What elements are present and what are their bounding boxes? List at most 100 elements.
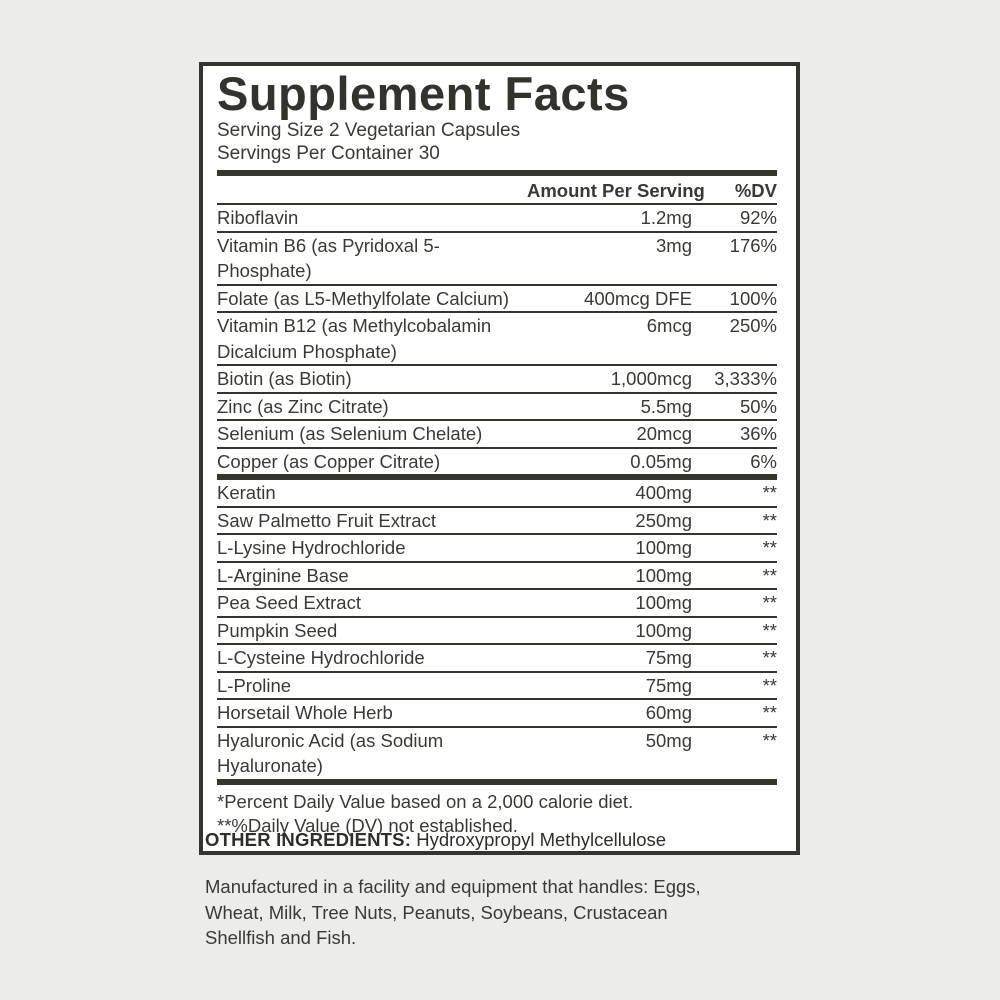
ingredient-amount: 1.2mg	[640, 207, 692, 228]
ingredient-name: Hyaluronic Acid (as Sodium Hyaluronate)	[217, 728, 527, 779]
ingredient-name-text: Saw Palmetto Fruit Extract	[217, 509, 436, 531]
ingredient-name-text: Pea Seed Extract	[217, 592, 361, 613]
table-row: Folate (as L5-Methylfolate Calcium) 400mc…	[217, 286, 777, 313]
serving-size-line: Serving Size 2 Vegetarian Capsules	[217, 120, 521, 141]
ingredient-dv: 92%	[739, 207, 777, 228]
table-row: Zinc (as Zinc Citrate) 5.5mg 50%	[217, 394, 777, 421]
other-ingredients-label: OTHER INGREDIENTS:	[205, 829, 412, 850]
ingredient-dv: **	[762, 564, 777, 586]
ingredient-name-text: Keratin	[217, 482, 276, 503]
ingredient-name: Vitamin B6 (as Pyridoxal 5-Phosphate)	[217, 233, 527, 284]
ingredient-name: Folate (as L5-Methylfolate Calcium)	[217, 286, 527, 312]
servings-per-container-line: Servings Per Container 30	[217, 142, 440, 164]
thick-divider	[217, 170, 777, 176]
ingredient-name-text: Folate (as L5-Methylfolate Calcium)	[217, 287, 509, 309]
table-row: Pumpkin Seed 100mg **	[217, 618, 777, 645]
ingredient-amount: 250mg	[635, 509, 692, 531]
ingredient-name: Saw Palmetto Fruit Extract	[217, 508, 527, 534]
ingredient-name: Vitamin B12 (as Methylcobalamin Dicalcium…	[217, 313, 527, 364]
allergen-statement: Manufactured in a facility and equipment…	[205, 874, 701, 951]
allergen-statement-line: Manufactured in a facility and equipment…	[205, 876, 701, 897]
ingredient-dv: 176%	[729, 234, 777, 256]
ingredient-dv: **	[762, 647, 777, 668]
ingredient-name: Pumpkin Seed	[217, 618, 527, 644]
ingredient-name-text: Copper (as Copper Citrate)	[217, 450, 441, 472]
table-row: L-Cysteine Hydrochloride 75mg **	[217, 645, 777, 673]
ingredient-dv: **	[762, 482, 777, 503]
ingredient-name: Selenium (as Selenium Chelate)	[217, 421, 527, 447]
ingredient-amount: 6mcg	[646, 315, 692, 336]
ingredient-dv: **	[762, 592, 777, 613]
ingredient-name-text: Zinc (as Zinc Citrate)	[217, 395, 389, 417]
header-amount-per-serving: Amount Per Serving	[527, 180, 705, 201]
supplement-facts-panel: Supplement Facts Serving Size 2 Vegetari…	[199, 62, 800, 855]
other-ingredients-value: Hydroxypropyl Methylcellulose	[416, 829, 667, 850]
table-body-blend: Keratin 400mg ** Saw Palmetto Fruit Extract…	[217, 480, 777, 779]
ingredient-name-text: L-Lysine Hydrochloride	[217, 537, 406, 558]
table-row: Hyaluronic Acid (as Sodium Hyaluronate) 5…	[217, 728, 777, 779]
ingredient-name-text: L-Cysteine Hydrochloride	[217, 647, 425, 668]
ingredient-name-text: Horsetail Whole Herb	[217, 702, 393, 723]
table-body-vitamins: Riboflavin 1.2mg 92% Vitamin B6 (as Pyridox…	[217, 205, 777, 474]
ingredient-name-text: L-Arginine Base	[217, 564, 349, 586]
ingredient-amount: 60mg	[645, 702, 692, 723]
thick-divider	[217, 474, 777, 480]
supplement-facts-title: Supplement Facts	[217, 67, 630, 120]
ingredient-name: Biotin (as Biotin)	[217, 366, 527, 392]
ingredient-dv: 6%	[750, 450, 777, 472]
footnote-daily-value: *Percent Daily Value based on a 2,000 ca…	[217, 790, 634, 812]
table-row: Keratin 400mg **	[217, 480, 777, 508]
table-row: Selenium (as Selenium Chelate) 20mcg 36%	[217, 421, 777, 449]
table-row: L-Proline 75mg **	[217, 673, 777, 700]
ingredient-name-wrap-line: Dicalcium Phosphate)	[217, 340, 397, 362]
ingredient-name-text: Biotin (as Biotin)	[217, 368, 352, 389]
ingredient-name: Zinc (as Zinc Citrate)	[217, 394, 527, 420]
table-row: L-Lysine Hydrochloride 100mg **	[217, 535, 777, 563]
ingredient-dv: **	[762, 729, 777, 751]
ingredient-amount: 5.5mg	[640, 395, 692, 417]
ingredient-amount: 3mg	[656, 234, 692, 256]
ingredient-name-text: Riboflavin	[217, 207, 299, 228]
ingredient-dv: **	[762, 619, 777, 641]
ingredient-name: L-Proline	[217, 673, 527, 699]
ingredient-name-text: Hyaluronic Acid (as Sodium Hyaluronate)	[217, 729, 444, 777]
table-row: Saw Palmetto Fruit Extract 250mg **	[217, 508, 777, 535]
table-row: Copper (as Copper Citrate) 0.05mg 6%	[217, 449, 777, 475]
ingredient-amount: 100mg	[635, 564, 692, 586]
ingredient-name: Horsetail Whole Herb	[217, 700, 527, 726]
table-row: Riboflavin 1.2mg 92%	[217, 205, 777, 233]
ingredient-name-text: Pumpkin Seed	[217, 619, 338, 641]
ingredient-name: L-Arginine Base	[217, 563, 527, 589]
ingredient-name: Pea Seed Extract	[217, 590, 527, 616]
footnote-dv-not-established: **%Daily Value (DV) not established.	[217, 815, 518, 836]
ingredient-name-text: Vitamin B6 (as Pyridoxal 5-Phosphate)	[217, 234, 440, 282]
ingredient-amount: 20mcg	[636, 423, 692, 444]
ingredient-dv: **	[762, 702, 777, 723]
allergen-statement-line: Wheat, Milk, Tree Nuts, Peanuts, Soybean…	[205, 901, 668, 923]
ingredient-name: Keratin	[217, 480, 527, 506]
ingredient-amount: 1,000mcg	[610, 368, 692, 389]
ingredient-name-text: L-Proline	[217, 674, 292, 696]
ingredient-dv: 50%	[739, 395, 777, 417]
thick-divider	[217, 778, 777, 785]
ingredient-name: Copper (as Copper Citrate)	[217, 449, 527, 475]
ingredient-amount: 100mg	[635, 592, 692, 613]
ingredient-name-text: Vitamin B12 (as Methylcobalamin	[217, 315, 492, 336]
table-row: Pea Seed Extract 100mg **	[217, 590, 777, 618]
table-header-row: Amount Per Serving %DV	[217, 176, 777, 205]
ingredient-dv: **	[762, 537, 777, 558]
ingredient-name: L-Lysine Hydrochloride	[217, 535, 527, 561]
ingredient-amount: 100mg	[635, 537, 692, 558]
ingredient-dv: **	[762, 674, 777, 696]
header-dv: %DV	[734, 180, 777, 201]
ingredient-amount: 400mcg DFE	[584, 287, 692, 309]
ingredient-amount: 50mg	[645, 729, 692, 751]
ingredient-name: Riboflavin	[217, 205, 527, 231]
table-row: Biotin (as Biotin) 1,000mcg 3,333%	[217, 366, 777, 394]
ingredient-name: L-Cysteine Hydrochloride	[217, 645, 527, 671]
ingredient-dv: 36%	[739, 423, 777, 444]
ingredient-amount: 75mg	[645, 647, 692, 668]
table-row: Horsetail Whole Herb 60mg **	[217, 700, 777, 728]
table-row: L-Arginine Base 100mg **	[217, 563, 777, 590]
